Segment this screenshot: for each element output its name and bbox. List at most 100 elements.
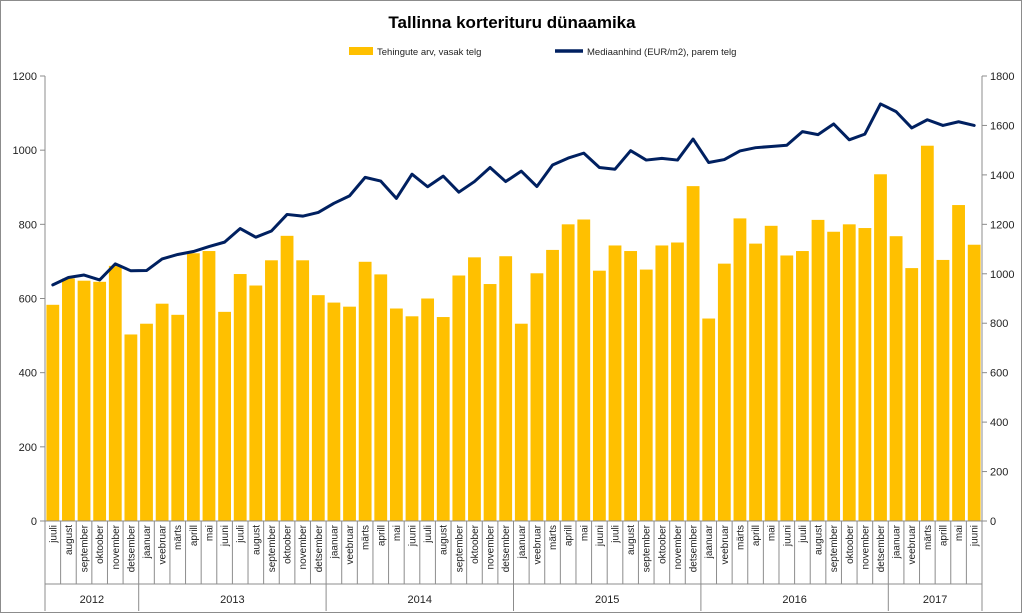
line-series xyxy=(51,102,976,287)
bar xyxy=(46,304,60,521)
bar xyxy=(655,245,669,522)
month-label: august xyxy=(439,525,450,555)
month-label: november xyxy=(673,524,684,569)
bar xyxy=(218,311,231,521)
bar xyxy=(124,334,138,521)
legend: Tehingute arv, vasak telg Mediaanhind (E… xyxy=(349,47,736,58)
left-tick-label: 0 xyxy=(31,516,37,528)
month-label: mai xyxy=(767,525,778,541)
bar xyxy=(796,251,809,522)
month-label: veebruar xyxy=(907,524,918,564)
month-label: oktoober xyxy=(283,524,294,564)
bar xyxy=(624,251,638,522)
month-label: veebruar xyxy=(345,524,356,564)
x-axis: juuli august september oktoober november dets… xyxy=(44,520,983,611)
month-label: märts xyxy=(361,525,372,550)
month-label: juuni xyxy=(970,525,981,547)
bar xyxy=(592,270,606,521)
bar xyxy=(140,323,153,521)
right-tick-label: 1200 xyxy=(990,219,1014,231)
month-label: mai xyxy=(954,525,965,541)
bar xyxy=(202,251,216,522)
month-label: jaanuar xyxy=(892,524,903,559)
right-tick-label: 800 xyxy=(990,318,1008,330)
month-label: november xyxy=(486,524,497,569)
month-label: veebruar xyxy=(720,524,731,564)
month-label: oktoober xyxy=(845,524,856,564)
right-tick-label: 600 xyxy=(990,368,1008,380)
month-label: aprill xyxy=(376,525,387,546)
bar xyxy=(702,318,716,521)
month-label: aprill xyxy=(938,525,949,546)
bar xyxy=(327,302,341,521)
month-label: oktoober xyxy=(657,524,668,564)
bar xyxy=(858,228,872,521)
bar xyxy=(311,295,325,521)
legend-line-label: Mediaanhind (EUR/m2), parem telg xyxy=(587,47,736,58)
month-label: detsember xyxy=(689,524,700,572)
right-tick-label: 0 xyxy=(990,516,996,528)
bar xyxy=(546,249,559,521)
bar xyxy=(265,260,278,521)
month-label: september xyxy=(642,524,653,572)
right-tick-label: 1400 xyxy=(990,170,1014,182)
bar xyxy=(483,284,497,521)
chart-title: Tallinna korterituru dünaamika xyxy=(388,13,636,32)
month-label: jaanuar xyxy=(517,524,528,559)
month-label: september xyxy=(454,524,465,572)
month-label: jaanuar xyxy=(142,524,153,559)
month-label: november xyxy=(860,524,871,569)
bar xyxy=(468,257,481,521)
month-label: detsember xyxy=(126,524,137,572)
median-price-line xyxy=(51,102,976,287)
month-label: märts xyxy=(548,525,559,550)
left-tick-label: 1200 xyxy=(13,71,37,83)
bar xyxy=(608,245,622,522)
month-label: detsember xyxy=(314,524,325,572)
month-label: juuni xyxy=(595,525,606,547)
month-label: detsember xyxy=(876,524,887,572)
month-label: oktoober xyxy=(95,524,106,564)
bar xyxy=(421,298,435,521)
bar-series xyxy=(46,145,981,522)
month-label: juuli xyxy=(48,525,59,544)
legend-bar-swatch xyxy=(349,47,373,55)
bar xyxy=(358,261,372,521)
bar xyxy=(155,303,169,521)
month-label: aprill xyxy=(189,525,200,546)
bar xyxy=(108,265,122,521)
bar xyxy=(343,306,356,521)
month-label: jaanuar xyxy=(329,524,340,559)
bar xyxy=(874,174,887,522)
month-label: märts xyxy=(173,525,184,550)
month-label: august xyxy=(251,525,262,555)
bar xyxy=(827,231,841,521)
bar xyxy=(296,260,310,521)
left-tick-label: 200 xyxy=(19,442,37,454)
month-label: august xyxy=(64,525,75,555)
month-label: november xyxy=(298,524,309,569)
month-label: juuli xyxy=(611,525,622,544)
month-label: juuli xyxy=(423,525,434,544)
month-label: jaanuar xyxy=(704,524,715,559)
year-label: 2017 xyxy=(923,594,947,606)
year-label: 2012 xyxy=(80,594,104,606)
bar xyxy=(389,308,403,521)
bar xyxy=(967,244,981,521)
bar xyxy=(764,225,778,522)
month-label: september xyxy=(267,524,278,572)
bar xyxy=(452,275,466,521)
month-label: mai xyxy=(392,525,403,541)
month-label: juuli xyxy=(798,525,809,544)
right-tick-label: 1600 xyxy=(990,120,1014,132)
bar xyxy=(561,224,575,522)
bar xyxy=(749,243,762,521)
bar xyxy=(77,280,91,521)
right-tick-label: 1800 xyxy=(990,71,1014,83)
bar xyxy=(530,273,544,521)
bar xyxy=(639,269,653,521)
month-label: märts xyxy=(923,525,934,550)
bar xyxy=(733,218,747,521)
